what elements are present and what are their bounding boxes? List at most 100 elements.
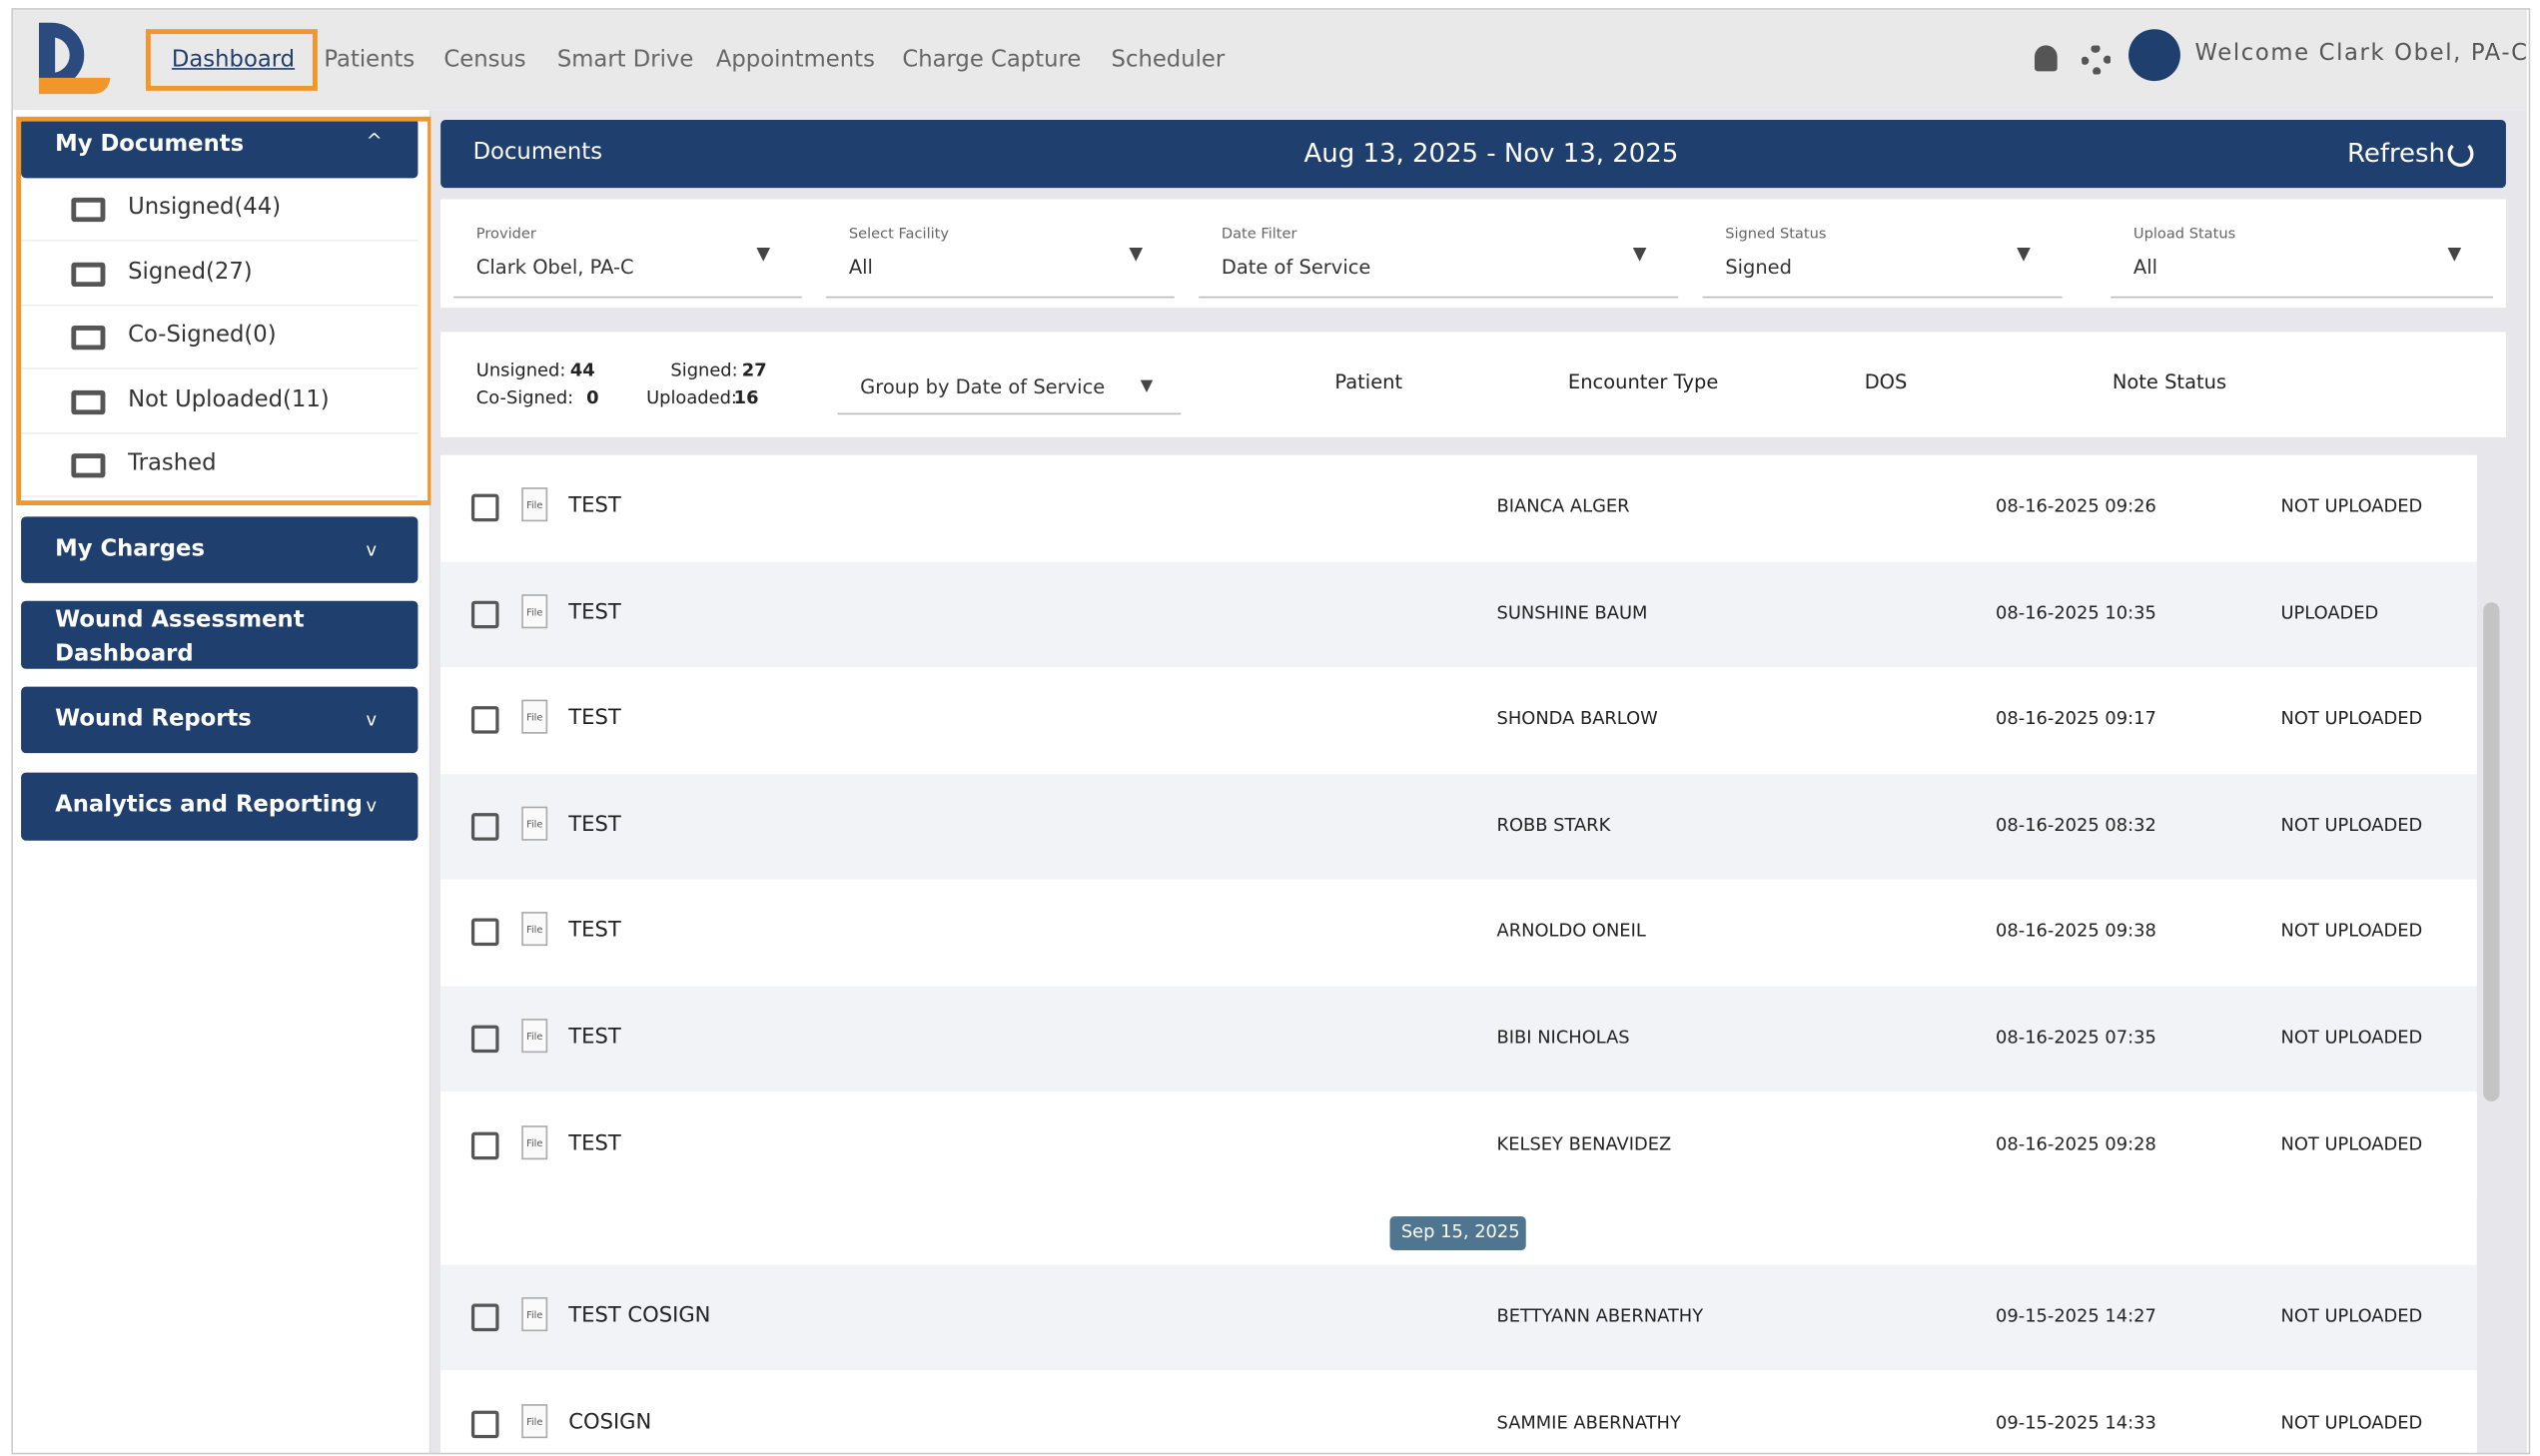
file-icon <box>521 1019 548 1054</box>
file-icon-text: File <box>526 500 543 512</box>
row-checkbox[interactable] <box>470 706 499 734</box>
table-row <box>440 1092 2477 1198</box>
summary-label: Signed: <box>670 360 738 381</box>
folder-label[interactable]: Not Uploaded(11) <box>128 385 330 412</box>
document-name[interactable]: TEST <box>568 919 621 944</box>
my-documents-header[interactable]: My Documents <box>21 118 419 179</box>
doc-folder-item[interactable] <box>21 242 419 306</box>
summary-label: Uploaded: <box>646 386 737 408</box>
table-row <box>440 880 2477 986</box>
settings[interactable] <box>2082 45 2112 75</box>
folder-label[interactable]: Unsigned(44) <box>128 194 282 221</box>
my-documents-highlight <box>16 116 433 506</box>
sidebar-section[interactable]: Analytics and Reporting <box>21 772 419 841</box>
filter-label: Upload Status <box>2132 227 2236 244</box>
avatar[interactable] <box>2128 29 2180 82</box>
nav-item[interactable]: Dashboard <box>171 47 296 73</box>
nav-item[interactable]: Scheduler <box>1111 47 1226 73</box>
filter[interactable] <box>1702 217 2063 299</box>
filter[interactable] <box>453 217 802 299</box>
summary-value: 27 <box>741 360 767 381</box>
dropdown-caret: ▼ <box>1129 243 1144 265</box>
refresh-icon[interactable] <box>2447 141 2474 168</box>
nav-item[interactable]: Smart Drive <box>556 47 694 73</box>
date-range: Aug 13, 2025 - Nov 13, 2025 <box>1303 137 1679 169</box>
nav-item[interactable]: Census <box>443 47 526 73</box>
document-name[interactable]: TEST <box>568 812 621 838</box>
folder-label[interactable]: Co-Signed(0) <box>128 322 277 349</box>
filter-value: Date of Service <box>1221 256 1371 279</box>
scrollbar-thumb[interactable] <box>2483 602 2500 1101</box>
note-status: NOT UPLOADED <box>2280 1027 2423 1049</box>
row-checkbox[interactable] <box>470 1303 499 1332</box>
doc-folder-item[interactable] <box>21 178 419 242</box>
row-checkbox[interactable] <box>470 919 499 947</box>
nav-item[interactable]: Patients <box>324 47 416 73</box>
document-name[interactable]: TEST <box>568 1025 621 1050</box>
row-checkbox[interactable] <box>470 1025 499 1054</box>
summary-value: 44 <box>569 360 595 381</box>
row-checkbox[interactable] <box>470 1409 499 1438</box>
filter[interactable] <box>826 217 1175 299</box>
patient-name: SHONDA BARLOW <box>1496 708 1658 730</box>
table-row <box>440 773 2477 880</box>
dos: 08-16-2025 09:38 <box>1996 920 2156 942</box>
nav-item[interactable]: Appointments <box>715 47 875 73</box>
dropdown-caret: ▼ <box>2017 243 2031 265</box>
patient-name: BIBI NICHOLAS <box>1496 1027 1630 1049</box>
dos: 08-16-2025 10:35 <box>1996 601 2156 623</box>
dropdown-caret: ▼ <box>2447 243 2462 265</box>
doc-folder-item[interactable] <box>21 307 419 369</box>
document-name[interactable]: TEST <box>568 493 621 518</box>
filter[interactable] <box>1199 217 1679 299</box>
table-row <box>440 1264 2477 1371</box>
summary-panel <box>440 332 2506 437</box>
sidebar-section[interactable]: Wound Assessment Dashboard <box>21 600 419 669</box>
row-checkbox[interactable] <box>470 493 499 522</box>
table-row <box>440 1371 2477 1456</box>
row-checkbox[interactable] <box>470 1130 499 1159</box>
window-border <box>11 8 2531 1455</box>
document-name[interactable]: TEST <box>568 1130 621 1156</box>
filter[interactable] <box>2111 217 2493 299</box>
note-status: NOT UPLOADED <box>2280 1305 2423 1327</box>
row-checkbox[interactable] <box>470 600 499 628</box>
sidebar-section[interactable]: My Charges <box>21 516 419 583</box>
document-name[interactable]: TEST <box>568 600 621 625</box>
bell[interactable] <box>2034 45 2058 72</box>
note-status: NOT UPLOADED <box>2280 1132 2423 1154</box>
row-checkbox[interactable] <box>470 812 499 841</box>
filter-label: Provider <box>475 227 536 244</box>
summary-label: Co-Signed: <box>475 386 574 408</box>
welcome: Welcome Clark Obel, PA-C <box>2194 40 2529 67</box>
note-status: NOT UPLOADED <box>2280 814 2423 836</box>
documents-title: Documents <box>472 139 603 166</box>
column-header: Note Status <box>2112 370 2227 394</box>
doc-folder-item[interactable] <box>21 434 419 497</box>
folder-label[interactable]: Trashed <box>128 449 217 476</box>
folder-label[interactable]: Signed(27) <box>128 258 253 285</box>
filter-label: Signed Status <box>1725 227 1827 244</box>
file-icon-text: File <box>526 712 543 725</box>
document-name[interactable]: TEST COSIGN <box>568 1303 711 1328</box>
group-by[interactable] <box>837 357 1182 415</box>
column-header: Patient <box>1334 370 1403 394</box>
file-icon-text: File <box>526 819 543 831</box>
filter-value: Clark Obel, PA-C <box>475 256 634 279</box>
chevron: v <box>366 795 378 817</box>
dropdown-caret: ▼ <box>1140 376 1154 395</box>
document-name[interactable]: COSIGN <box>568 1409 652 1435</box>
patient-name: SAMMIE ABERNATHY <box>1496 1411 1681 1433</box>
dos: 09-15-2025 14:27 <box>1996 1305 2156 1327</box>
document-name[interactable]: TEST <box>568 706 621 731</box>
sidebar-section[interactable]: Wound Reports <box>21 686 419 754</box>
documents-header <box>440 120 2506 189</box>
refresh[interactable]: Refresh <box>2346 137 2445 169</box>
file-icon <box>521 1297 548 1332</box>
chevron: ^ <box>366 129 383 153</box>
dos: 08-16-2025 09:17 <box>1996 708 2156 730</box>
nav-item[interactable]: Charge Capture <box>902 47 1082 73</box>
filter-label: Date Filter <box>1221 227 1297 244</box>
doc-folder-item[interactable] <box>21 370 419 433</box>
filter-label: Select Facility <box>848 227 950 244</box>
